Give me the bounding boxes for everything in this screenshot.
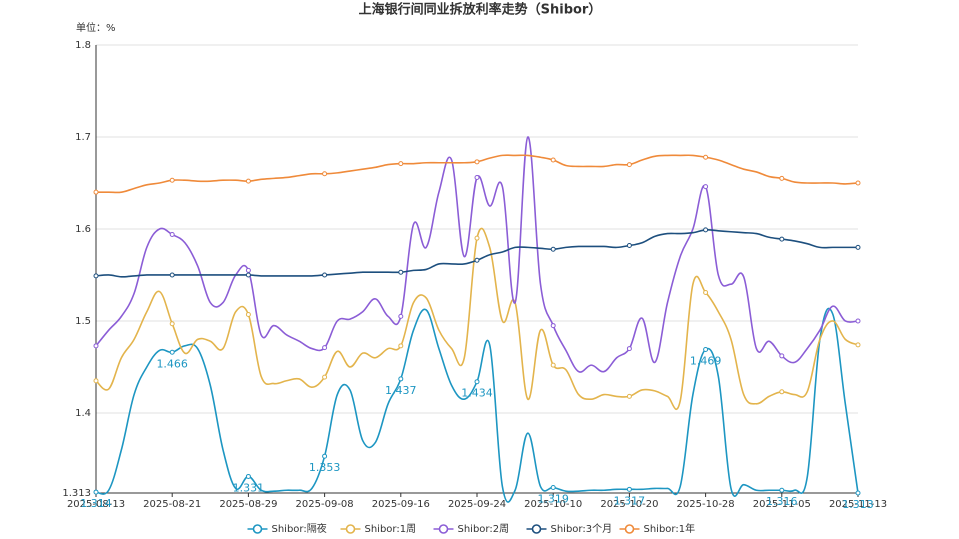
point-marker: [474, 379, 480, 385]
point-marker: [474, 159, 480, 165]
data-label: 1.316: [766, 495, 798, 508]
point-marker: [322, 171, 328, 177]
data-label: 1.331: [233, 481, 265, 494]
data-label: 1.434: [461, 387, 493, 400]
x-tick-label: 2025-10-28: [677, 499, 735, 510]
point-marker: [245, 178, 251, 184]
point-marker: [703, 227, 709, 233]
point-marker: [245, 473, 251, 479]
point-marker: [703, 289, 709, 295]
legend-marker: [252, 524, 263, 534]
data-label: 1.313: [842, 498, 874, 511]
x-tick-label: 2025-11-05: [753, 499, 811, 510]
y-tick-label: 1.6: [75, 224, 91, 235]
series-line: [95, 227, 859, 410]
point-marker: [169, 321, 175, 327]
y-tick-label: 1.5: [75, 316, 91, 327]
legend-label: Shibor:1年: [644, 522, 696, 535]
point-marker: [322, 272, 328, 278]
series-line: [95, 136, 859, 373]
x-tick-label: 2025-11-13: [829, 499, 887, 510]
point-marker: [169, 272, 175, 278]
legend-marker: [345, 524, 356, 534]
point-marker: [779, 389, 785, 395]
point-marker: [322, 345, 328, 351]
point-marker: [550, 157, 556, 163]
point-marker: [93, 489, 99, 495]
x-tick-label: 2025-08-29: [219, 499, 277, 510]
series-line: [95, 307, 859, 503]
point-marker: [855, 180, 861, 186]
legend-label: Shibor:隔夜: [272, 522, 327, 535]
point-marker: [93, 378, 99, 384]
data-label: 1.314: [80, 497, 112, 510]
point-marker: [779, 236, 785, 242]
point-marker: [474, 174, 480, 180]
legend-marker: [624, 524, 635, 534]
y-tick-label: 1.313: [62, 488, 91, 499]
point-marker: [398, 269, 404, 275]
point-marker: [626, 162, 632, 168]
x-tick-label: 2025-08-21: [143, 499, 201, 510]
point-marker: [398, 343, 404, 349]
point-marker: [474, 257, 480, 263]
point-marker: [245, 272, 251, 278]
point-marker: [779, 175, 785, 181]
legend-label: Shibor:2周: [458, 523, 510, 535]
y-axis-label: 单位：%: [76, 21, 116, 34]
legend-marker: [531, 524, 542, 534]
point-marker: [855, 342, 861, 348]
point-marker: [245, 312, 251, 318]
x-tick-label: 2025-08-13: [67, 499, 125, 510]
point-marker: [93, 343, 99, 349]
data-label: 1.353: [309, 461, 341, 474]
data-label: 1.466: [156, 357, 188, 370]
point-marker: [398, 376, 404, 382]
point-marker: [855, 318, 861, 324]
point-marker: [93, 189, 99, 195]
legend-marker: [438, 524, 449, 534]
point-marker: [550, 323, 556, 329]
point-marker: [169, 349, 175, 355]
point-marker: [550, 362, 556, 368]
point-marker: [550, 246, 556, 252]
y-tick-label: 1.7: [75, 132, 91, 143]
chart-title: 上海银行间同业拆放利率走势（Shibor）: [359, 2, 602, 18]
point-marker: [703, 184, 709, 190]
point-marker: [322, 453, 328, 459]
point-marker: [626, 393, 632, 399]
point-marker: [93, 273, 99, 279]
point-marker: [855, 244, 861, 250]
data-label: 1.319: [537, 492, 569, 505]
point-marker: [550, 484, 556, 490]
point-marker: [245, 267, 251, 273]
x-tick-label: 2025-10-10: [524, 499, 582, 510]
point-marker: [779, 487, 785, 493]
point-marker: [169, 177, 175, 183]
legend-label: Shibor:1周: [365, 523, 417, 535]
point-marker: [626, 346, 632, 352]
point-marker: [398, 313, 404, 319]
data-label: 1.437: [385, 384, 417, 397]
x-tick-label: 2025-09-08: [296, 499, 354, 510]
y-tick-label: 1.8: [75, 40, 91, 51]
point-marker: [626, 243, 632, 249]
x-tick-label: 2025-09-24: [448, 499, 506, 510]
data-label: 1.469: [690, 354, 722, 367]
point-marker: [703, 346, 709, 352]
point-marker: [322, 374, 328, 380]
point-marker: [169, 232, 175, 238]
point-marker: [703, 154, 709, 160]
y-tick-label: 1.4: [75, 408, 91, 419]
x-tick-label: 2025-09-16: [372, 499, 430, 510]
point-marker: [474, 235, 480, 241]
point-marker: [779, 353, 785, 359]
point-marker: [855, 490, 861, 496]
point-marker: [398, 161, 404, 167]
point-marker: [626, 486, 632, 492]
x-tick-label: 2025-10-20: [600, 499, 658, 510]
legend-label: Shibor:3个月: [551, 523, 613, 535]
data-label: 1.317: [614, 494, 646, 507]
